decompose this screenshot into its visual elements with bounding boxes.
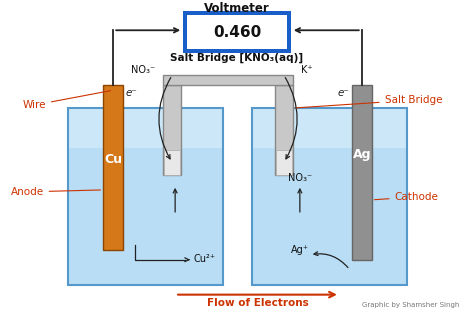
Text: Salt Bridge: Salt Bridge: [296, 95, 442, 108]
FancyBboxPatch shape: [163, 75, 293, 85]
FancyBboxPatch shape: [164, 150, 180, 175]
Text: Graphic by Shamsher Singh: Graphic by Shamsher Singh: [362, 302, 459, 308]
Text: NO₃⁻: NO₃⁻: [131, 65, 155, 75]
Text: Anode: Anode: [10, 187, 100, 197]
Text: Cu²⁺: Cu²⁺: [193, 254, 215, 264]
Text: Voltmeter: Voltmeter: [204, 2, 270, 15]
FancyBboxPatch shape: [275, 85, 293, 175]
Text: Ag: Ag: [353, 149, 371, 162]
FancyBboxPatch shape: [352, 85, 372, 260]
Text: Wire: Wire: [22, 91, 110, 110]
FancyBboxPatch shape: [103, 85, 123, 250]
Text: e⁻: e⁻: [338, 88, 350, 98]
FancyBboxPatch shape: [276, 150, 292, 175]
FancyBboxPatch shape: [187, 15, 287, 49]
FancyBboxPatch shape: [252, 108, 407, 285]
FancyBboxPatch shape: [68, 108, 223, 148]
FancyBboxPatch shape: [252, 108, 407, 148]
Text: Salt Bridge [KNO₃(aq)]: Salt Bridge [KNO₃(aq)]: [171, 53, 303, 63]
FancyBboxPatch shape: [68, 108, 223, 285]
Text: Flow of Electrons: Flow of Electrons: [207, 298, 309, 308]
Text: Cu: Cu: [104, 153, 122, 166]
Text: 0.460: 0.460: [213, 25, 261, 40]
Text: Cathode: Cathode: [374, 192, 438, 202]
FancyBboxPatch shape: [183, 11, 291, 53]
FancyBboxPatch shape: [163, 85, 181, 175]
Text: NO₃⁻: NO₃⁻: [288, 173, 312, 183]
Text: e⁻: e⁻: [125, 88, 137, 98]
Text: K⁺: K⁺: [301, 65, 312, 75]
Text: Ag⁺: Ag⁺: [291, 245, 309, 255]
